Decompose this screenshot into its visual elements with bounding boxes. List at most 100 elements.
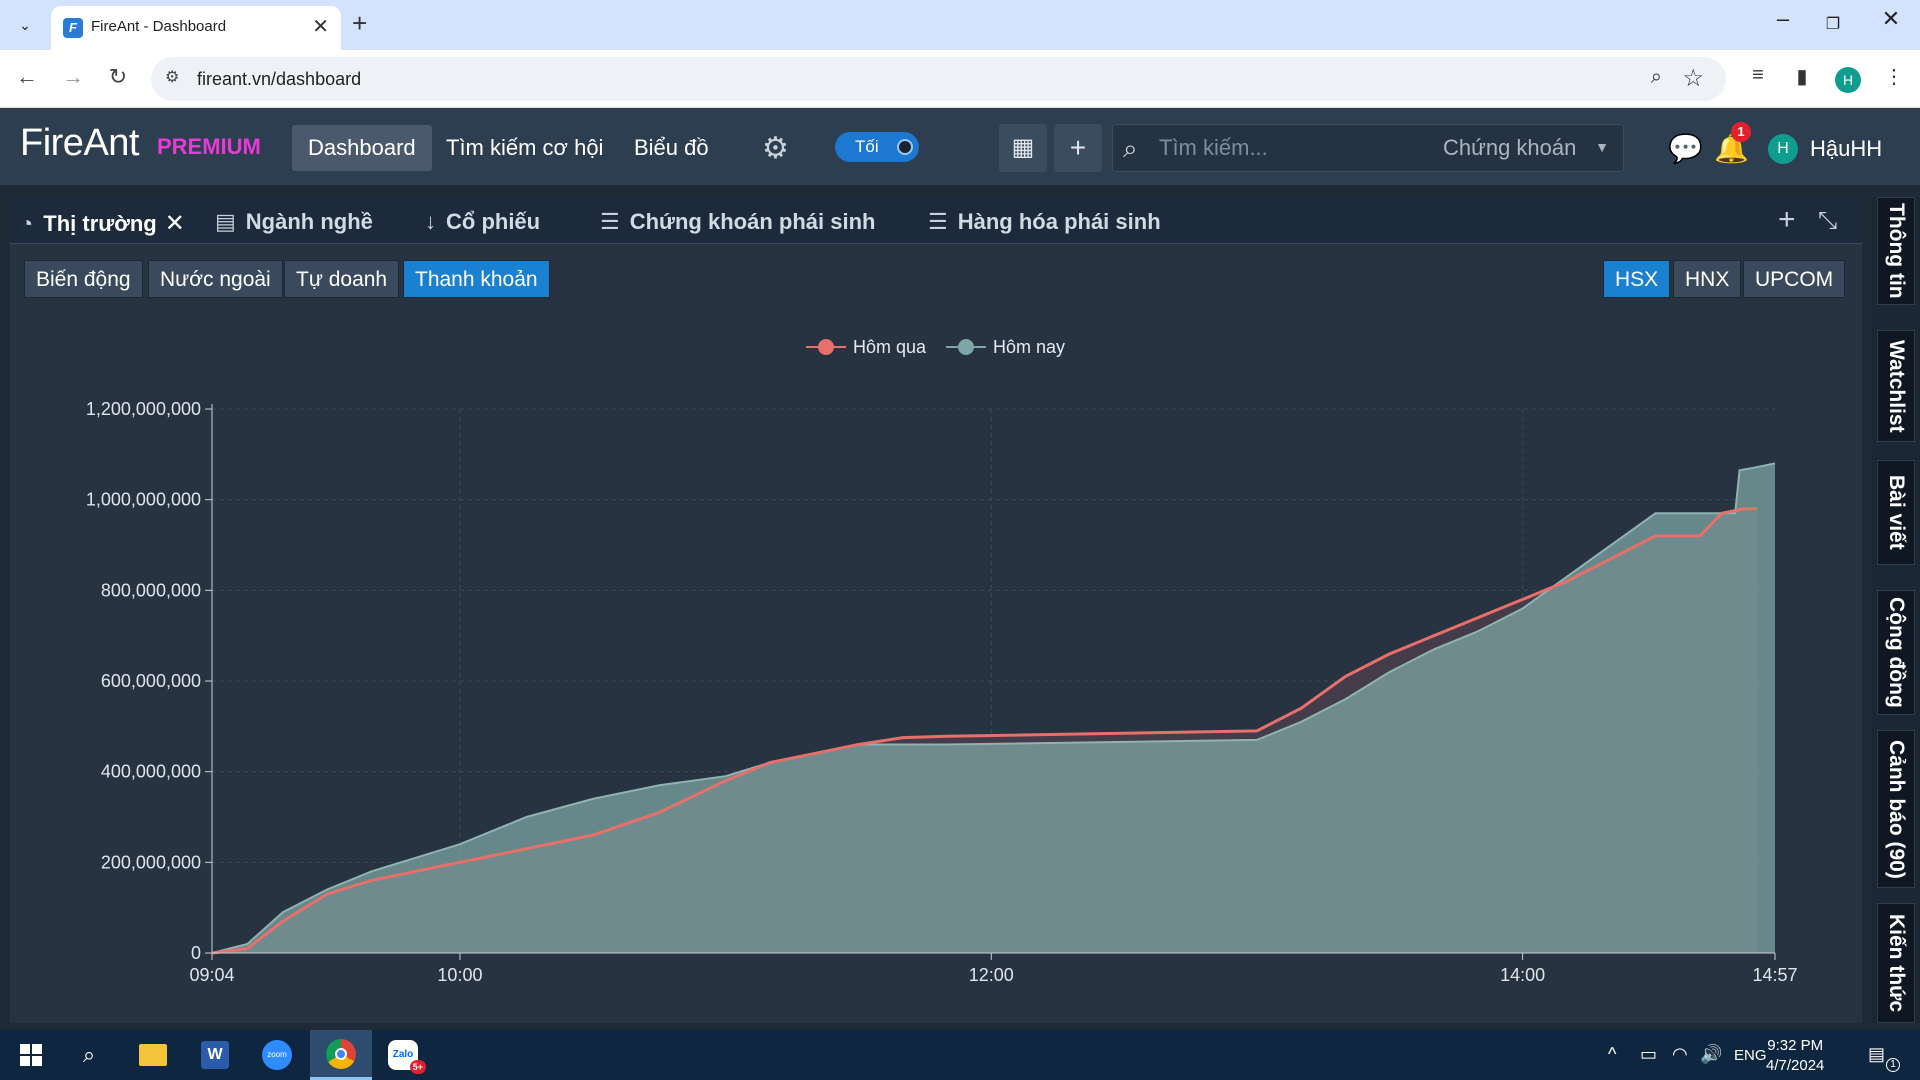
reload-icon[interactable]: ↻ xyxy=(108,64,128,89)
bookmark-star-icon[interactable]: ☆ xyxy=(1682,65,1704,92)
chevron-down-icon[interactable]: ▼ xyxy=(1595,139,1609,155)
y-tick-label: 600,000,000 xyxy=(101,671,201,691)
series-area-hom-nay xyxy=(212,463,1775,953)
volume-icon[interactable]: 🔊 xyxy=(1700,1044,1723,1064)
tab-search-icon[interactable]: ⌄ xyxy=(19,17,31,33)
language-indicator[interactable]: ENG xyxy=(1734,1047,1767,1064)
nav-bieu-do[interactable]: Biểu đồ xyxy=(634,135,709,160)
battery-icon[interactable]: ▭ xyxy=(1640,1044,1658,1064)
y-tick-label: 800,000,000 xyxy=(101,580,201,600)
collapse-icon[interactable]: ⤡ xyxy=(1818,207,1838,234)
tab-hang-hoa-phai-sinh[interactable]: ☰ Hàng hóa phái sinh xyxy=(928,209,1161,235)
url-text[interactable]: fireant.vn/dashboard xyxy=(197,69,362,89)
add-widget-icon[interactable]: + xyxy=(1054,124,1102,172)
rail-thong-tin[interactable]: Thông tin xyxy=(1877,197,1915,305)
browser-tab-strip: ⌄ F FireAnt - Dashboard ✕ + – ❐ ✕ xyxy=(0,0,1920,50)
rail-bai-viet[interactable]: Bài viết xyxy=(1877,460,1915,565)
liquidity-chart[interactable]: 0 200,000,000 400,000,000 600,000,000 800,00… xyxy=(10,197,1862,1023)
legend-marker xyxy=(958,339,974,355)
y-tick-label: 0 xyxy=(191,943,201,963)
rail-cong-dong-label: Cộng đồng xyxy=(1885,597,1908,708)
rail-cong-dong[interactable]: Cộng đồng xyxy=(1877,590,1915,715)
exchange-upcom[interactable]: UPCOM xyxy=(1743,260,1846,298)
side-panel-icon[interactable]: ▮ xyxy=(1796,66,1808,88)
minimize-icon[interactable]: – xyxy=(1776,6,1790,31)
new-tab-icon[interactable]: + xyxy=(352,8,368,38)
add-tab-icon[interactable]: + xyxy=(1778,203,1796,236)
search-icon[interactable]: ⌕ xyxy=(82,1042,96,1067)
windows-start-icon[interactable] xyxy=(0,1030,62,1080)
tab-hhps-label: Hàng hóa phái sinh xyxy=(957,209,1161,234)
browser-tab[interactable]: F FireAnt - Dashboard ✕ xyxy=(51,6,341,50)
settings-gear-icon[interactable]: ⚙ xyxy=(762,132,789,165)
windows-taskbar: ⌕ W zoom Zalo 5+ ^ ▭ ◠ 🔊 ENG 9:32 PM 4/7… xyxy=(0,1030,1920,1080)
rail-kien-thuc-label: Kiến thức xyxy=(1885,913,1908,1013)
theme-toggle-label: Tối xyxy=(855,137,879,156)
app-header: FireAnt PREMIUM Dashboard Tìm kiếm cơ hộ… xyxy=(0,108,1920,185)
subtab-bien-dong[interactable]: Biến động xyxy=(24,260,143,298)
favicon-fireant: F xyxy=(63,18,83,38)
tab-chung-khoan-phai-sinh[interactable]: ☰ Chứng khoán phái sinh xyxy=(600,209,875,235)
premium-label: PREMIUM xyxy=(157,134,261,159)
panel-tabs: ◔ Thị trường ✕ ▤ Ngành nghề ↓ Cổ phiếu ☰ Chứn… xyxy=(10,197,1862,244)
notification-center-count: 1 xyxy=(1886,1058,1900,1072)
nav-tim-kiem-co-hoi[interactable]: Tìm kiếm cơ hội xyxy=(446,135,604,160)
word-icon[interactable]: W xyxy=(184,1030,246,1080)
tab-ckps-label: Chứng khoán phái sinh xyxy=(629,209,876,234)
tab-nganh-nghe[interactable]: ▤ Ngành nghề xyxy=(215,209,373,235)
zoom-icon[interactable]: zoom xyxy=(246,1030,308,1080)
chat-icon[interactable]: 💬 xyxy=(1668,133,1703,164)
address-bar-row: ← → ↻ ⚙ fireant.vn/dashboard ⌕ ☆ ≡ ▮ H ⋮ xyxy=(0,50,1920,108)
close-window-icon[interactable]: ✕ xyxy=(1881,6,1901,31)
zalo-badge: 5+ xyxy=(409,1060,426,1074)
exchange-hsx[interactable]: HSX xyxy=(1603,260,1671,298)
subtab-thanh-khoan[interactable]: Thanh khoản xyxy=(403,260,550,298)
nav-dashboard[interactable]: Dashboard xyxy=(292,125,432,171)
rail-kien-thuc[interactable]: Kiến thức xyxy=(1877,903,1915,1023)
kebab-menu-icon[interactable]: ⋮ xyxy=(1884,66,1904,88)
layout-grid-icon[interactable]: ▦ xyxy=(999,124,1047,172)
chevron-up-icon[interactable]: ^ xyxy=(1608,1044,1617,1064)
tab-nganh-nghe-label: Ngành nghề xyxy=(245,209,373,234)
search-type-select[interactable]: Chứng khoán xyxy=(1443,135,1577,160)
rail-canh-bao[interactable]: Cảnh báo (90) xyxy=(1877,730,1915,888)
close-tab-x-icon[interactable]: ✕ xyxy=(164,210,185,237)
rail-watchlist[interactable]: Watchlist xyxy=(1877,330,1915,442)
profile-avatar[interactable]: H xyxy=(1835,67,1861,93)
numbered-list-icon: ☰ xyxy=(928,209,948,234)
tab-co-phieu[interactable]: ↓ Cổ phiếu xyxy=(425,209,540,235)
user-name[interactable]: HậuHH xyxy=(1810,136,1883,161)
wifi-icon[interactable]: ◠ xyxy=(1672,1044,1688,1064)
media-queue-icon[interactable]: ≡ xyxy=(1752,64,1764,86)
restore-icon[interactable]: ❐ xyxy=(1825,16,1841,33)
list-icon: ▤ xyxy=(215,209,236,234)
clock-date: 4/7/2024 xyxy=(1766,1057,1825,1074)
x-tick-label: 14:00 xyxy=(1500,965,1545,985)
chrome-icon[interactable] xyxy=(310,1030,372,1080)
site-info-icon[interactable]: ⚙ xyxy=(165,69,180,86)
tab-thi-truong-label: Thị trường xyxy=(43,211,157,236)
zalo-icon[interactable]: Zalo 5+ xyxy=(372,1030,434,1080)
file-explorer-icon[interactable] xyxy=(122,1030,184,1080)
search-input[interactable] xyxy=(1159,133,1419,163)
fireant-logo[interactable]: FireAnt xyxy=(20,122,139,164)
rail-thong-tin-label: Thông tin xyxy=(1885,203,1908,299)
forward-icon[interactable]: → xyxy=(62,64,84,89)
tab-co-phieu-label: Cổ phiếu xyxy=(446,209,541,234)
zoom-icon[interactable]: ⌕ xyxy=(1650,66,1662,88)
clock[interactable]: 9:32 PM 4/7/2024 xyxy=(1766,1036,1824,1076)
y-tick-label: 1,200,000,000 xyxy=(86,399,201,419)
notification-center-icon[interactable]: ▤ xyxy=(1868,1044,1886,1064)
omnibox[interactable]: ⚙ fireant.vn/dashboard ⌕ ☆ xyxy=(151,57,1726,101)
search-box[interactable]: ⌕ Chứng khoán ▼ xyxy=(1112,124,1624,172)
back-icon[interactable]: ← xyxy=(16,64,38,89)
theme-toggle[interactable]: Tối xyxy=(835,132,919,162)
market-panel: ◔ Thị trường ✕ ▤ Ngành nghề ↓ Cổ phiếu ☰ Chứn… xyxy=(10,197,1862,1023)
subtab-nuoc-ngoai[interactable]: Nước ngoài xyxy=(148,260,283,298)
notification-badge: 1 xyxy=(1731,122,1751,142)
user-avatar[interactable]: H xyxy=(1768,134,1798,164)
exchange-hnx[interactable]: HNX xyxy=(1673,260,1742,298)
subtab-tu-doanh[interactable]: Tự doanh xyxy=(284,260,400,298)
close-tab-icon[interactable]: ✕ xyxy=(312,16,329,38)
tab-thi-truong[interactable]: ◔ Thị trường ✕ xyxy=(20,209,185,238)
